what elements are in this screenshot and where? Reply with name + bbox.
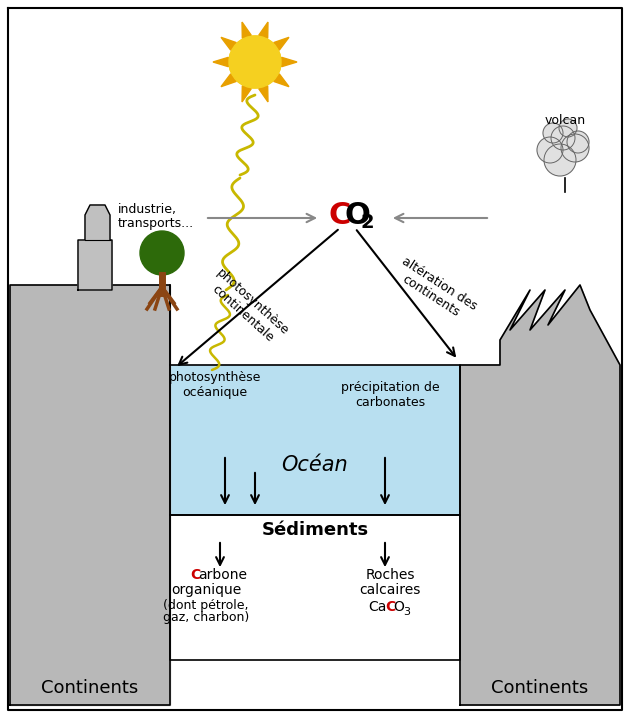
Polygon shape <box>460 285 620 705</box>
Text: calcaires: calcaires <box>359 583 421 597</box>
Text: précipitation de
carbonates: précipitation de carbonates <box>341 381 439 409</box>
Polygon shape <box>10 285 170 705</box>
Circle shape <box>551 126 575 150</box>
Text: C: C <box>328 200 350 230</box>
Text: industrie,: industrie, <box>118 203 177 217</box>
Text: altération des
continents: altération des continents <box>391 255 479 325</box>
Polygon shape <box>221 37 236 50</box>
Polygon shape <box>170 365 460 515</box>
Text: (dont pétrole,: (dont pétrole, <box>163 599 249 612</box>
Text: organique: organique <box>171 583 241 597</box>
Text: C: C <box>190 568 200 582</box>
Polygon shape <box>274 37 289 50</box>
Text: 2: 2 <box>360 213 374 231</box>
Text: O: O <box>393 600 404 614</box>
Polygon shape <box>213 57 229 67</box>
Polygon shape <box>242 86 251 102</box>
Circle shape <box>543 123 563 143</box>
Circle shape <box>544 144 576 176</box>
Text: Roches: Roches <box>365 568 415 582</box>
Polygon shape <box>259 22 268 38</box>
Text: Ca: Ca <box>368 600 386 614</box>
Polygon shape <box>274 74 289 87</box>
Polygon shape <box>282 57 297 67</box>
Text: gaz, charbon): gaz, charbon) <box>163 612 249 625</box>
Circle shape <box>229 36 281 88</box>
Circle shape <box>229 36 281 88</box>
Text: 3: 3 <box>403 607 410 617</box>
Circle shape <box>559 119 577 137</box>
Text: O: O <box>344 200 370 230</box>
Polygon shape <box>78 205 112 290</box>
Circle shape <box>561 134 589 162</box>
Text: photosynthèse
océanique: photosynthèse océanique <box>169 371 261 399</box>
Text: photosynthèse
continentale: photosynthèse continentale <box>204 266 292 350</box>
Polygon shape <box>259 86 268 102</box>
Text: transports...: transports... <box>118 218 194 230</box>
Text: Continents: Continents <box>42 679 139 697</box>
Text: Sédiments: Sédiments <box>261 521 369 539</box>
Text: Océan: Océan <box>282 455 348 475</box>
Text: arbone: arbone <box>198 568 247 582</box>
Polygon shape <box>221 74 236 87</box>
Text: volcan: volcan <box>544 113 585 126</box>
Circle shape <box>140 231 184 275</box>
Polygon shape <box>242 22 251 38</box>
Text: C: C <box>385 600 395 614</box>
Circle shape <box>567 131 589 153</box>
Polygon shape <box>170 515 460 660</box>
Circle shape <box>537 137 563 163</box>
Text: Continents: Continents <box>491 679 588 697</box>
